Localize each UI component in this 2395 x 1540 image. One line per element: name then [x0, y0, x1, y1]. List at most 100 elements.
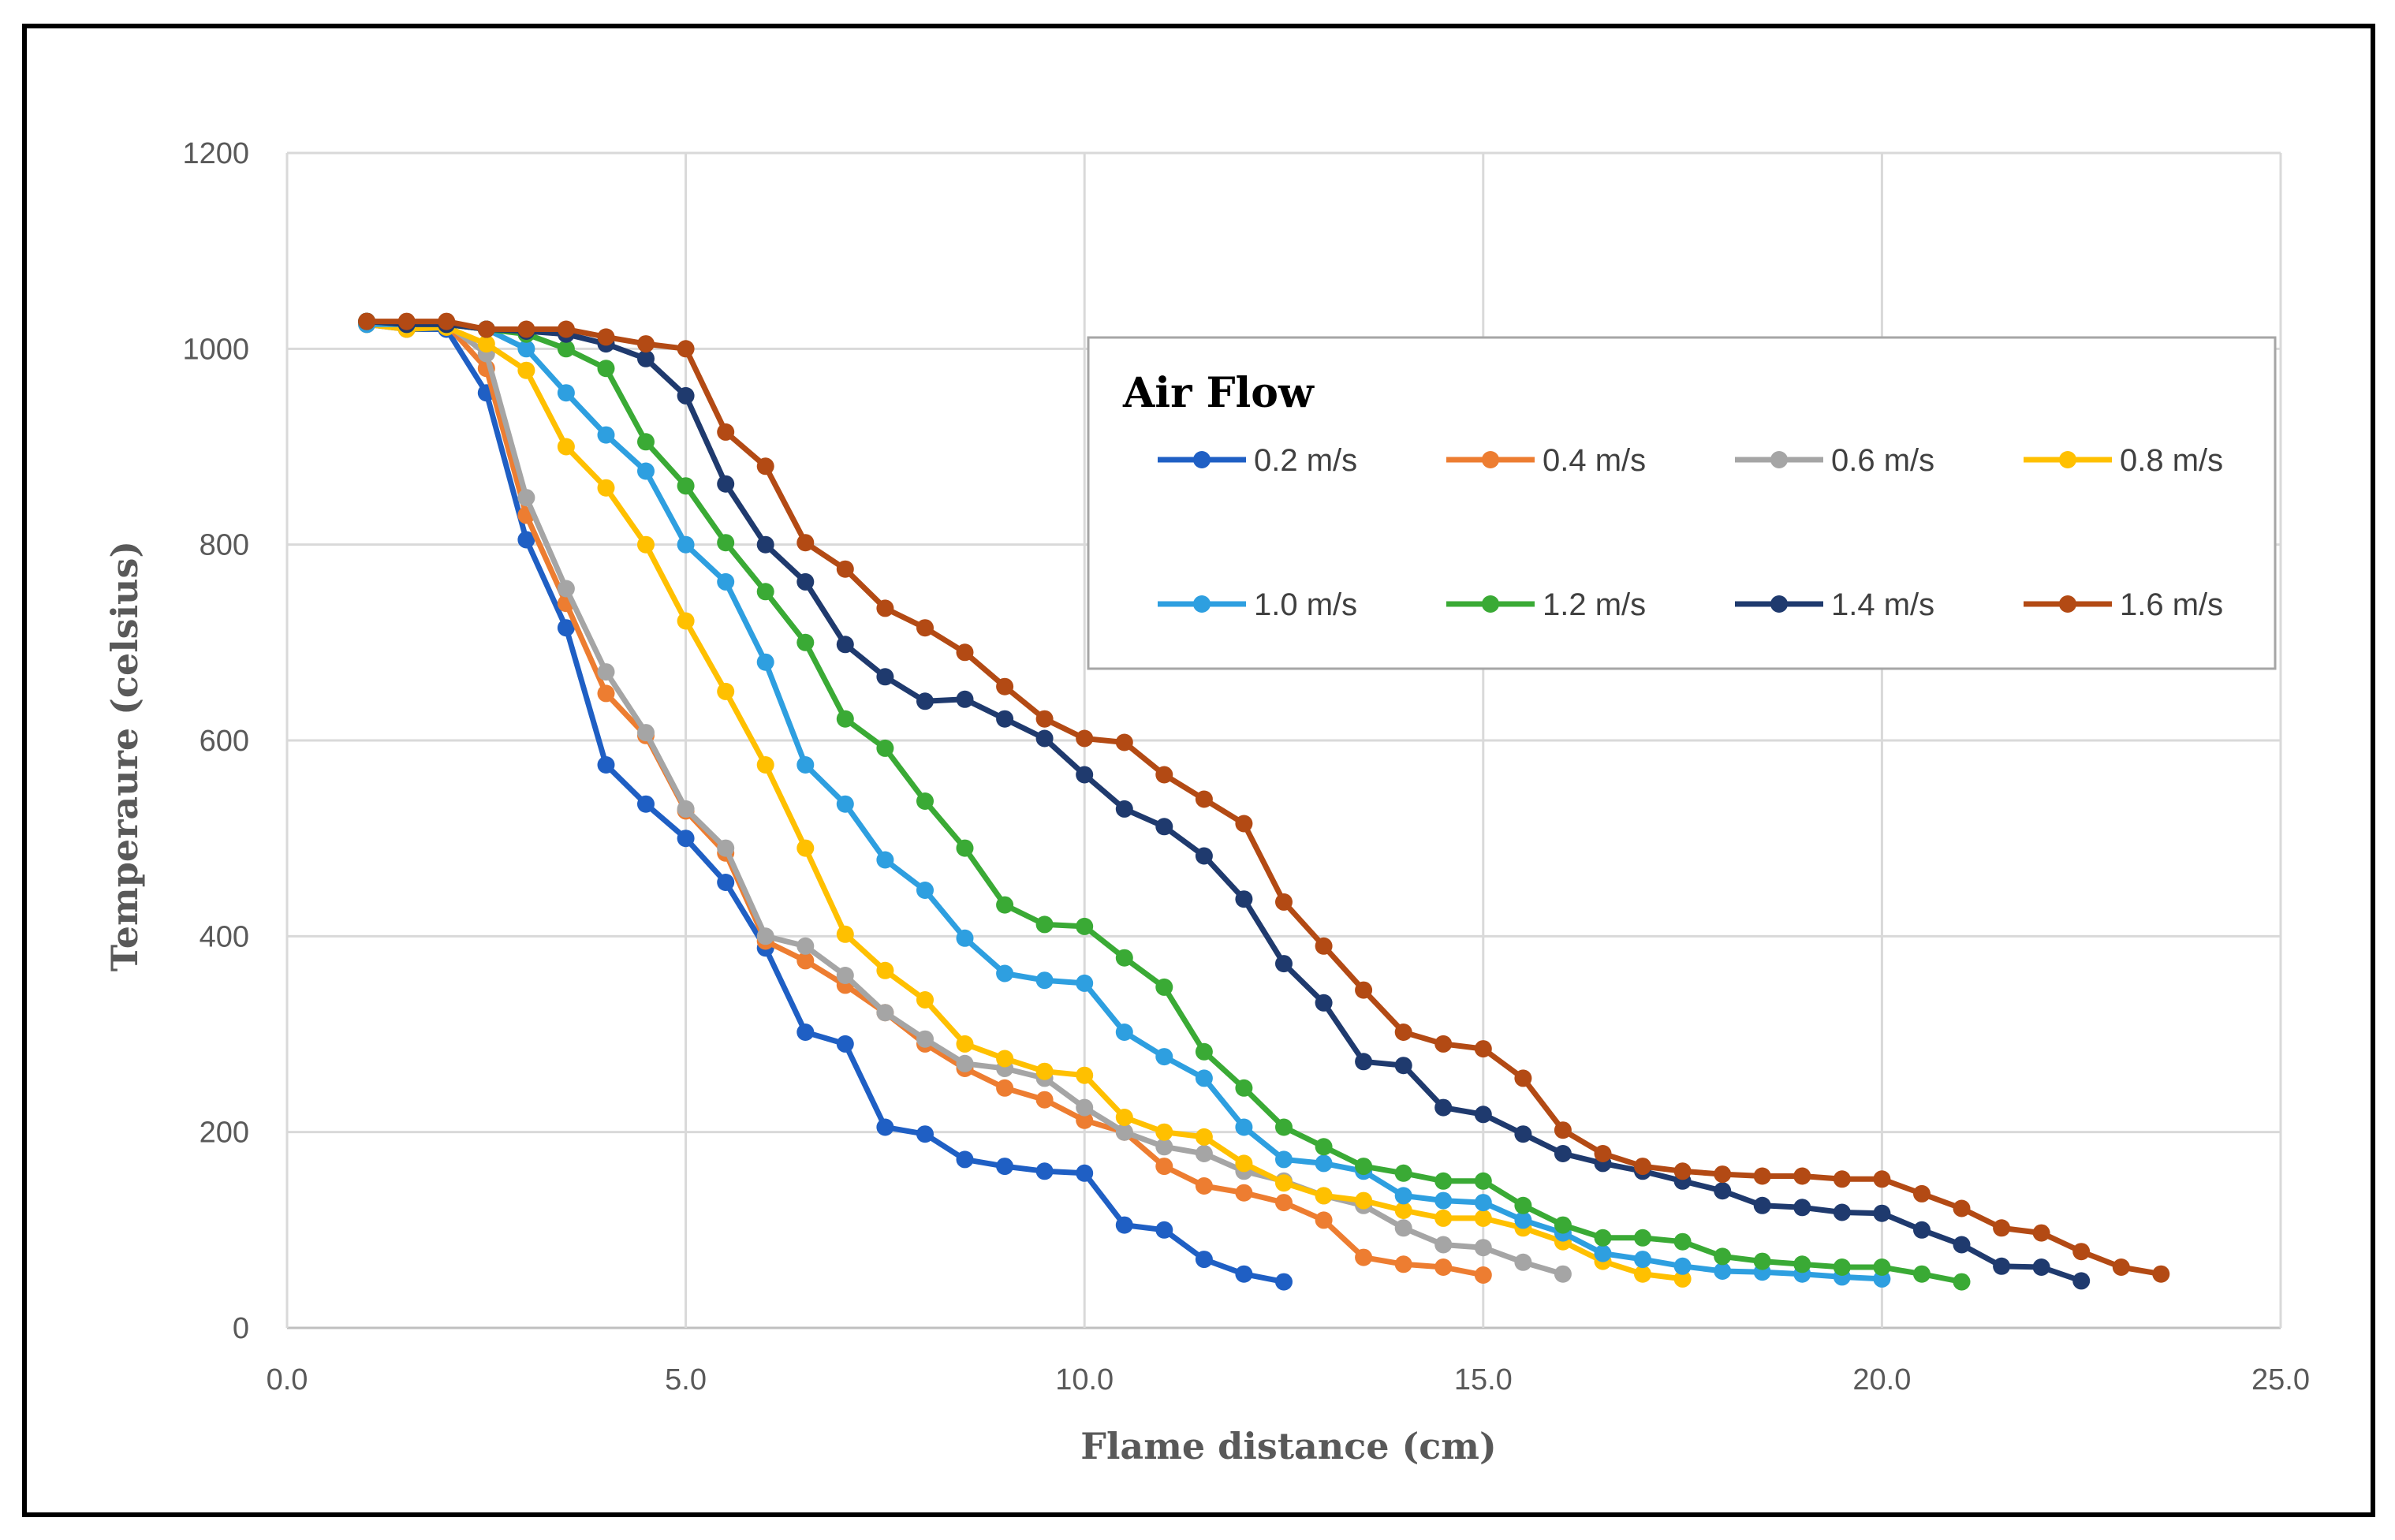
- data-point: [557, 384, 575, 402]
- data-point: [1913, 1221, 1931, 1239]
- data-point: [637, 535, 655, 554]
- data-point: [397, 312, 416, 330]
- data-point: [756, 583, 774, 601]
- data-point: [1155, 1221, 1173, 1239]
- data-point: [1434, 1098, 1453, 1117]
- data-point: [1035, 915, 1054, 934]
- data-point: [1235, 1118, 1253, 1136]
- data-point: [637, 462, 655, 480]
- legend-entry: 0.2 m/s: [1158, 443, 1357, 478]
- y-tick-label: 1000: [182, 333, 249, 366]
- data-point: [1753, 1167, 1771, 1185]
- data-point: [1434, 1191, 1453, 1210]
- data-point: [1873, 1204, 1891, 1222]
- data-point: [1275, 893, 1293, 911]
- data-point: [996, 1158, 1014, 1176]
- data-point: [557, 320, 575, 338]
- data-point: [1115, 800, 1133, 818]
- legend-entry: 0.4 m/s: [1446, 443, 1646, 478]
- data-point: [996, 1079, 1014, 1097]
- y-tick-label: 800: [200, 529, 249, 562]
- x-tick-label: 5.0: [665, 1363, 707, 1396]
- data-point: [1634, 1229, 1651, 1247]
- data-point: [717, 839, 735, 857]
- data-point: [876, 739, 894, 757]
- data-point: [956, 643, 974, 662]
- x-tick-label: 0.0: [267, 1363, 308, 1396]
- data-point: [517, 531, 535, 549]
- y-tick-label: 1200: [182, 137, 249, 170]
- data-point: [677, 535, 695, 554]
- data-point: [677, 477, 695, 495]
- data-point: [756, 927, 774, 945]
- data-point: [836, 560, 854, 578]
- data-point: [1035, 1162, 1054, 1180]
- data-point: [1275, 1150, 1293, 1169]
- x-tick-label: 20.0: [1852, 1363, 1911, 1396]
- data-point: [677, 340, 695, 358]
- data-point: [876, 599, 894, 617]
- data-point: [1793, 1167, 1811, 1185]
- data-point: [637, 795, 655, 813]
- data-point: [557, 438, 575, 456]
- data-point: [517, 361, 535, 379]
- data-point: [756, 756, 774, 774]
- data-point: [1275, 1118, 1293, 1136]
- data-point: [677, 386, 695, 405]
- data-point: [1155, 1138, 1173, 1156]
- data-point: [1115, 1109, 1133, 1126]
- data-point: [836, 795, 854, 813]
- legend-label: 1.2 m/s: [1543, 587, 1646, 622]
- data-point: [1514, 1253, 1532, 1271]
- data-point: [597, 479, 615, 497]
- data-point: [1474, 1172, 1492, 1190]
- legend-label: 0.4 m/s: [1543, 443, 1646, 478]
- data-point: [1076, 729, 1094, 748]
- data-point: [756, 653, 774, 671]
- data-point: [1554, 1145, 1572, 1162]
- data-point: [796, 572, 815, 591]
- legend-entry: 1.2 m/s: [1446, 587, 1646, 622]
- data-point: [1076, 1111, 1094, 1129]
- data-point: [1235, 1154, 1253, 1173]
- data-point: [1235, 815, 1253, 833]
- data-point: [756, 535, 774, 554]
- data-point: [1076, 1066, 1094, 1084]
- data-point: [1076, 917, 1094, 935]
- x-tick-label: 15.0: [1454, 1363, 1513, 1396]
- data-point: [1793, 1255, 1811, 1273]
- data-point: [1833, 1170, 1851, 1188]
- y-tick-label: 200: [200, 1117, 249, 1150]
- data-point: [517, 489, 535, 507]
- data-point: [1514, 1211, 1532, 1229]
- data-point: [1594, 1145, 1612, 1162]
- data-point: [1434, 1035, 1453, 1053]
- data-point: [1673, 1270, 1692, 1288]
- data-point: [956, 1035, 974, 1053]
- data-point: [876, 961, 894, 979]
- data-point: [836, 1035, 854, 1053]
- y-tick-label: 0: [233, 1312, 249, 1345]
- data-point: [796, 839, 815, 857]
- data-point: [677, 800, 695, 818]
- data-point: [1474, 1239, 1492, 1257]
- data-point: [796, 937, 815, 955]
- legend-marker: [2059, 451, 2076, 468]
- data-point: [1076, 1098, 1094, 1117]
- data-point: [916, 1030, 934, 1048]
- data-point: [2152, 1265, 2170, 1283]
- data-point: [876, 1118, 894, 1136]
- data-point: [1434, 1172, 1453, 1190]
- legend-marker: [1770, 595, 1788, 613]
- legend-label: 0.8 m/s: [2120, 443, 2223, 478]
- data-point: [1275, 955, 1293, 973]
- data-point: [1195, 790, 1213, 808]
- legend-marker: [2059, 595, 2076, 613]
- data-point: [1195, 1145, 1213, 1162]
- data-point: [836, 967, 854, 984]
- data-point: [1315, 994, 1333, 1012]
- data-point: [916, 882, 934, 899]
- data-point: [996, 964, 1014, 983]
- data-point: [1155, 766, 1173, 784]
- data-point: [956, 690, 974, 708]
